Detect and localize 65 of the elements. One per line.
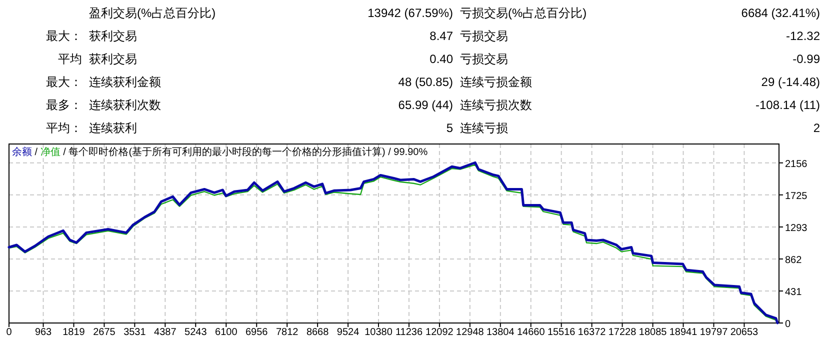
y-tick-label: 2156 xyxy=(785,158,808,170)
x-tick-label: 14660 xyxy=(516,327,546,338)
text: 8.47 xyxy=(430,29,454,43)
text: 净值 xyxy=(40,146,60,158)
text: -12.32 xyxy=(786,29,820,43)
x-tick-label: 13804 xyxy=(486,327,515,338)
text: 亏损交易 xyxy=(460,29,508,43)
text: 6684 (32.41%) xyxy=(741,6,820,20)
text: 余额 xyxy=(12,146,32,158)
y-tick-label: 1293 xyxy=(785,222,808,234)
x-tick-label: 1819 xyxy=(62,327,86,338)
text: -108.14 (11) xyxy=(756,98,820,112)
text: 连续亏损金额 xyxy=(460,75,532,89)
x-tick-label: 0 xyxy=(6,327,12,338)
text: 65.99 (44) xyxy=(398,98,454,112)
x-tick-label: 963 xyxy=(34,327,52,338)
text: 48 (50.85) xyxy=(398,75,454,89)
x-tick-label: 10380 xyxy=(364,327,393,338)
y-tick-label: 1725 xyxy=(785,190,808,202)
annotation: / xyxy=(60,147,69,158)
x-tick-label: 15516 xyxy=(547,327,576,338)
x-tick-label: 4387 xyxy=(154,327,177,338)
y-tick-label: 431 xyxy=(785,286,802,298)
x-tick-label: 5243 xyxy=(184,327,208,338)
text: 最大： xyxy=(46,75,82,89)
chart-title: 每个即时价格(基于所有可利用的最小时段的每一个价格的分形插值计算) / 99.90% xyxy=(68,146,428,158)
x-tick-label: 17228 xyxy=(608,327,637,338)
x-tick-label: 3531 xyxy=(124,327,146,338)
text: 2 xyxy=(813,121,820,135)
y-tick-label: 862 xyxy=(785,254,802,266)
x-tick-label: 19797 xyxy=(700,327,728,338)
text: 连续亏损次数 xyxy=(460,98,532,112)
text: 连续获利金额 xyxy=(89,75,161,89)
text: 亏损交易(%占总百分比) xyxy=(460,6,587,20)
x-tick-label: 7812 xyxy=(276,327,299,338)
text: 平均： xyxy=(46,121,82,135)
text: 最多： xyxy=(46,98,82,112)
text: 13942 (67.59%) xyxy=(368,6,453,20)
text: 盈利交易(%占总百分比) xyxy=(89,6,216,20)
text: 亏损交易 xyxy=(460,52,508,66)
x-tick-label: 20653 xyxy=(730,327,759,338)
x-tick-label: 12948 xyxy=(456,327,484,338)
text: 连续亏损 xyxy=(460,121,508,135)
x-tick-label: 8668 xyxy=(306,327,330,338)
x-tick-label: 12092 xyxy=(426,327,454,338)
x-tick-label: 9524 xyxy=(336,327,360,338)
x-tick-label: 18941 xyxy=(669,327,698,338)
text: 连续获利 xyxy=(89,121,137,135)
x-tick-label: 6100 xyxy=(215,327,238,338)
y-tick-label: 0 xyxy=(785,319,791,330)
text: 获利交易 xyxy=(89,29,137,43)
x-tick-label: 18085 xyxy=(638,327,668,338)
annotation: / xyxy=(32,147,40,158)
text: 最大： xyxy=(46,29,82,43)
text: 29 (-14.48) xyxy=(761,75,820,89)
text: 连续获利次数 xyxy=(89,98,161,112)
text: 0.40 xyxy=(430,52,454,66)
text: 5 xyxy=(446,121,454,135)
x-tick-label: 11236 xyxy=(395,327,423,338)
x-tick-label: 16372 xyxy=(578,327,606,338)
text: 平均 xyxy=(58,52,82,66)
x-tick-label: 2675 xyxy=(93,327,116,338)
x-tick-label: 6956 xyxy=(246,327,268,338)
text: -0.99 xyxy=(792,52,820,66)
text: 获利交易 xyxy=(89,52,137,66)
